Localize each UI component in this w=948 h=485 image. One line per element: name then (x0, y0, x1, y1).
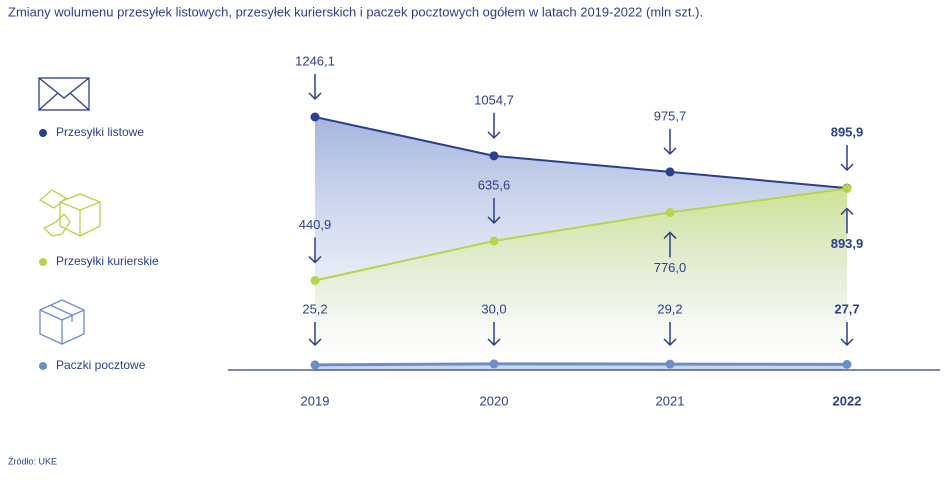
chart-title: Zmiany wolumenu przesyłek listowych, prz… (8, 4, 703, 19)
arrow-head (663, 231, 677, 239)
value-label: 1246,1 (295, 53, 335, 68)
legend-marker (39, 129, 47, 137)
arrow-head (840, 207, 854, 216)
x-tick-label: 2019 (301, 393, 330, 408)
legend-label: Przesyłki listowe (56, 125, 144, 139)
arrow-head (308, 255, 322, 264)
x-tick-label: 2021 (656, 393, 685, 408)
arrow-head (487, 131, 501, 139)
point (489, 151, 499, 161)
point (665, 167, 675, 177)
line (314, 362, 848, 367)
point (842, 184, 852, 194)
line (314, 116, 848, 190)
value-label: 895,9 (831, 125, 864, 140)
arrow-head (663, 338, 677, 347)
value-label: 975,7 (654, 108, 687, 123)
arrow-head (487, 338, 501, 347)
value-label: 440,9 (299, 217, 332, 232)
areas (315, 117, 847, 370)
source: Źródło: UKE (8, 456, 57, 466)
value-label: 30,0 (481, 301, 506, 316)
legend-marker (39, 258, 47, 266)
point (310, 112, 320, 122)
point (310, 360, 320, 370)
area (315, 188, 847, 370)
value-label: 776,0 (654, 260, 687, 275)
legend-marker (39, 362, 47, 370)
point (489, 359, 499, 369)
x-tick-label: 2020 (480, 393, 509, 408)
point (489, 236, 499, 246)
arrow-head (308, 92, 322, 101)
arrow-head (840, 338, 854, 347)
line (314, 187, 848, 282)
value-label: 635,6 (478, 177, 511, 192)
value-label: 25,2 (302, 301, 327, 316)
point (665, 359, 675, 369)
point (842, 359, 852, 369)
point (310, 275, 320, 285)
arrow-head (487, 216, 501, 225)
x-tick-label: 2022 (833, 393, 862, 408)
value-label: 29,2 (657, 301, 682, 316)
arrow-head (308, 338, 322, 347)
value-label: 27,7 (834, 301, 859, 316)
value-label: 1054,7 (474, 92, 514, 107)
arrow-head (840, 163, 854, 172)
envelope-icon (38, 77, 90, 111)
parcel-icon (39, 299, 85, 345)
value-label: 893,9 (831, 236, 864, 251)
courier-icon (38, 189, 101, 237)
arrow-head (663, 147, 677, 155)
legend-label: Przesyłki kurierskie (56, 254, 159, 268)
legend-label: Paczki pocztowe (56, 358, 146, 372)
point (665, 207, 675, 217)
